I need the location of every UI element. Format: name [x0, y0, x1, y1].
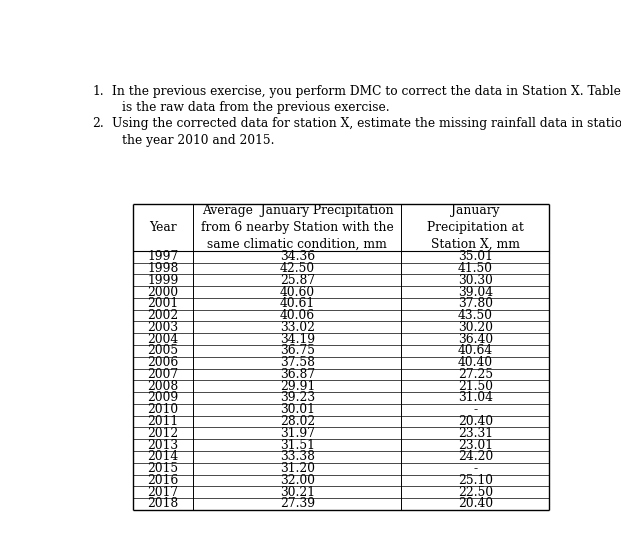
Text: 43.50: 43.50 — [458, 309, 493, 322]
Text: 2004: 2004 — [148, 332, 179, 346]
Text: 1997: 1997 — [148, 250, 179, 263]
Text: is the raw data from the previous exercise.: is the raw data from the previous exerci… — [122, 101, 389, 114]
Text: 2001: 2001 — [148, 297, 179, 310]
Text: the year 2010 and 2015.: the year 2010 and 2015. — [122, 133, 274, 147]
Text: 39.23: 39.23 — [280, 391, 315, 404]
Text: 23.01: 23.01 — [458, 439, 493, 451]
Text: 23.31: 23.31 — [458, 427, 493, 440]
Text: 37.80: 37.80 — [458, 297, 493, 310]
Text: 31.04: 31.04 — [458, 391, 493, 404]
Text: 41.50: 41.50 — [458, 262, 493, 275]
Text: 34.36: 34.36 — [280, 250, 315, 263]
Text: 36.75: 36.75 — [280, 344, 315, 358]
Text: 40.60: 40.60 — [280, 286, 315, 299]
Text: Average  January Precipitation
from 6 nearby Station with the
same climatic cond: Average January Precipitation from 6 nea… — [201, 203, 394, 251]
Text: 2.: 2. — [92, 117, 104, 130]
Text: 30.30: 30.30 — [458, 274, 493, 287]
Text: 33.38: 33.38 — [280, 450, 315, 463]
Text: 2000: 2000 — [148, 286, 179, 299]
Text: 40.06: 40.06 — [280, 309, 315, 322]
Text: 29.91: 29.91 — [280, 380, 315, 393]
Text: 20.40: 20.40 — [458, 415, 493, 428]
Text: 2010: 2010 — [148, 403, 179, 416]
Text: 2015: 2015 — [148, 462, 179, 475]
Text: 2012: 2012 — [148, 427, 179, 440]
Text: 27.25: 27.25 — [458, 368, 493, 381]
Text: Year: Year — [149, 221, 177, 234]
Text: 34.19: 34.19 — [280, 332, 315, 346]
Text: In the previous exercise, you perform DMC to correct the data in Station X. Tabl: In the previous exercise, you perform DM… — [112, 85, 621, 98]
Text: 2014: 2014 — [148, 450, 179, 463]
Text: 30.20: 30.20 — [458, 321, 493, 334]
Text: 25.10: 25.10 — [458, 474, 493, 487]
Text: 40.64: 40.64 — [458, 344, 493, 358]
Text: Using the corrected data for station X, estimate the missing rainfall data in st: Using the corrected data for station X, … — [112, 117, 621, 130]
Text: 20.40: 20.40 — [458, 498, 493, 510]
Text: 40.40: 40.40 — [458, 356, 493, 369]
Text: 2018: 2018 — [148, 498, 179, 510]
Text: 28.02: 28.02 — [280, 415, 315, 428]
Text: 1998: 1998 — [147, 262, 179, 275]
Text: 40.61: 40.61 — [280, 297, 315, 310]
Text: 37.58: 37.58 — [280, 356, 315, 369]
Text: 2007: 2007 — [148, 368, 179, 381]
Text: 2011: 2011 — [148, 415, 179, 428]
Text: 25.87: 25.87 — [280, 274, 315, 287]
Text: 2008: 2008 — [148, 380, 179, 393]
Text: -: - — [473, 403, 478, 416]
Text: 31.51: 31.51 — [280, 439, 315, 451]
Text: 2006: 2006 — [148, 356, 179, 369]
Text: 36.40: 36.40 — [458, 332, 493, 346]
Text: 32.00: 32.00 — [280, 474, 315, 487]
Text: 2002: 2002 — [148, 309, 179, 322]
Text: 2005: 2005 — [148, 344, 179, 358]
Text: 2013: 2013 — [148, 439, 179, 451]
Text: 33.02: 33.02 — [280, 321, 315, 334]
Text: 30.21: 30.21 — [280, 485, 315, 499]
Text: 30.01: 30.01 — [280, 403, 315, 416]
Text: 42.50: 42.50 — [280, 262, 315, 275]
Text: 24.20: 24.20 — [458, 450, 493, 463]
Text: 22.50: 22.50 — [458, 485, 493, 499]
Text: 2016: 2016 — [148, 474, 179, 487]
Text: 35.01: 35.01 — [458, 250, 493, 263]
Text: 21.50: 21.50 — [458, 380, 493, 393]
Text: 39.04: 39.04 — [458, 286, 493, 299]
Text: 1.: 1. — [92, 85, 104, 98]
Text: -: - — [473, 462, 478, 475]
Text: 36.87: 36.87 — [280, 368, 315, 381]
Text: 27.39: 27.39 — [280, 498, 315, 510]
Text: 31.97: 31.97 — [280, 427, 315, 440]
Text: 2009: 2009 — [148, 391, 179, 404]
Text: 31.20: 31.20 — [280, 462, 315, 475]
Text: 1999: 1999 — [147, 274, 179, 287]
Text: 2017: 2017 — [148, 485, 179, 499]
Text: January
Precipitation at
Station X, mm: January Precipitation at Station X, mm — [427, 203, 524, 251]
Text: 2003: 2003 — [148, 321, 179, 334]
